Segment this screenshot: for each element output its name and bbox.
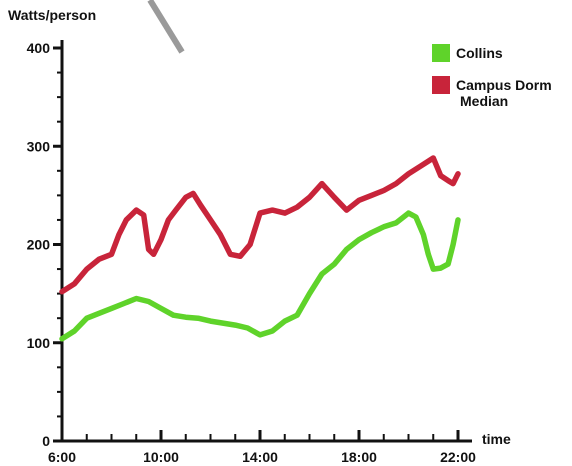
legend-label: Median bbox=[460, 93, 508, 109]
y-axis-title: Watts/person bbox=[8, 7, 96, 23]
y-tick-label: 0 bbox=[42, 433, 50, 449]
decorative-stroke bbox=[147, 0, 185, 54]
x-tick-label: 6:00 bbox=[48, 449, 76, 465]
y-tick-label: 100 bbox=[27, 335, 51, 351]
x-axis-title: time bbox=[482, 431, 511, 447]
series-line-campus-dorm-median bbox=[59, 155, 461, 295]
series-group bbox=[59, 155, 461, 342]
y-tick-label: 300 bbox=[27, 138, 51, 154]
axes: 0 100 200 300 400 6:00 10:00 14:00 18:00 22:00 bbox=[27, 40, 476, 465]
x-tick-label: 10:00 bbox=[143, 449, 179, 465]
x-tick-label: 22:00 bbox=[440, 449, 476, 465]
x-tick-label: 14:00 bbox=[242, 449, 278, 465]
x-tick-label: 18:00 bbox=[341, 449, 377, 465]
legend-label: Campus Dorm bbox=[456, 77, 552, 93]
y-tick-label: 200 bbox=[27, 237, 51, 253]
series-line-collins bbox=[59, 210, 461, 342]
legend-label: Collins bbox=[456, 45, 503, 61]
legend-swatch bbox=[432, 44, 450, 62]
legend-swatch bbox=[432, 76, 450, 94]
y-tick-label: 400 bbox=[27, 40, 51, 56]
